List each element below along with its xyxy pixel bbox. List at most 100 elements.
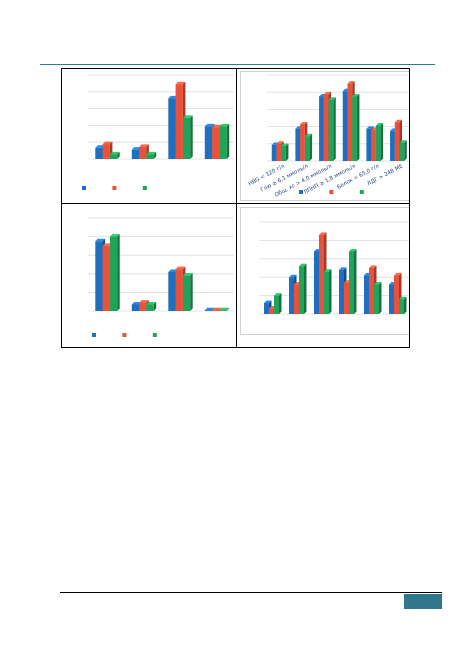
bar bbox=[352, 96, 357, 161]
chart-panel-1 bbox=[62, 69, 236, 203]
bar bbox=[95, 147, 103, 159]
bar bbox=[168, 271, 176, 311]
bar bbox=[212, 310, 220, 311]
chart-panel-2: HBG < 120 г/л Глю ≥ 6,1 ммоль/л Общ. хс > … bbox=[237, 69, 409, 203]
bar-side bbox=[356, 94, 360, 161]
bar bbox=[294, 284, 299, 314]
bar-side bbox=[279, 293, 282, 314]
frame-horizontal-divider bbox=[61, 203, 410, 204]
bar-top bbox=[146, 151, 157, 155]
bar bbox=[324, 271, 329, 314]
bar-top bbox=[300, 121, 308, 125]
bar-top bbox=[175, 266, 186, 270]
bar-side bbox=[117, 234, 120, 311]
bar-side bbox=[380, 123, 384, 161]
bar bbox=[366, 128, 372, 161]
bar bbox=[289, 277, 294, 314]
bar-top bbox=[352, 94, 360, 97]
bar bbox=[314, 251, 319, 314]
bar-side bbox=[117, 151, 120, 159]
bar bbox=[295, 128, 301, 161]
bar bbox=[374, 284, 379, 314]
bar-side bbox=[404, 140, 407, 161]
legend-marker bbox=[152, 333, 157, 337]
bar-side bbox=[226, 307, 230, 311]
bar bbox=[146, 154, 154, 159]
bar bbox=[369, 268, 374, 314]
bar-top bbox=[323, 91, 332, 95]
bar bbox=[131, 304, 140, 311]
bar-top bbox=[328, 97, 336, 100]
bar-top bbox=[219, 307, 230, 311]
bar bbox=[139, 146, 147, 159]
legend-marker bbox=[92, 333, 96, 337]
legend-marker bbox=[142, 186, 147, 190]
chart-2-border bbox=[240, 71, 409, 201]
bar-side bbox=[153, 301, 157, 311]
bar-top bbox=[219, 123, 230, 127]
figure-frame bbox=[61, 68, 410, 348]
bar bbox=[219, 126, 227, 159]
bar bbox=[146, 304, 154, 311]
bar-top bbox=[276, 141, 284, 144]
bar-side bbox=[354, 248, 357, 314]
bar bbox=[102, 144, 110, 159]
chart-panel-3 bbox=[62, 204, 236, 347]
bar bbox=[274, 295, 279, 314]
bar bbox=[300, 124, 305, 161]
bar-top bbox=[109, 151, 120, 155]
legend-marker bbox=[359, 190, 364, 194]
bar-top bbox=[399, 140, 407, 143]
bar bbox=[281, 145, 286, 161]
bar bbox=[339, 269, 344, 314]
header-rule bbox=[40, 64, 435, 65]
bar-top bbox=[324, 269, 332, 272]
bar bbox=[375, 125, 381, 161]
bar bbox=[212, 127, 220, 159]
bar-top bbox=[95, 238, 106, 242]
bar-top bbox=[339, 267, 347, 270]
bar-top bbox=[139, 144, 149, 147]
bar bbox=[319, 96, 324, 161]
bar-top bbox=[366, 126, 374, 129]
bar bbox=[304, 136, 310, 161]
bar bbox=[182, 275, 191, 311]
bar-top bbox=[394, 119, 403, 123]
chart-1-svg bbox=[82, 74, 234, 190]
bar bbox=[102, 245, 110, 311]
bar-top bbox=[281, 143, 289, 146]
bar-top bbox=[289, 274, 297, 278]
bar bbox=[319, 234, 324, 314]
bar-side bbox=[379, 282, 382, 314]
bar bbox=[399, 142, 405, 161]
bar bbox=[204, 126, 213, 159]
page-number-badge bbox=[404, 594, 442, 609]
bar bbox=[175, 84, 183, 159]
bar-side bbox=[329, 269, 332, 314]
bar bbox=[323, 94, 329, 161]
bar-top bbox=[139, 300, 149, 303]
bar bbox=[264, 302, 269, 314]
bar-top bbox=[369, 265, 377, 268]
bar-top bbox=[274, 293, 282, 296]
bar-top bbox=[319, 232, 327, 235]
bar-top bbox=[204, 307, 215, 311]
chart-4-border bbox=[240, 207, 409, 335]
frame-vertical-divider bbox=[236, 68, 237, 348]
bar bbox=[204, 310, 213, 311]
bar bbox=[344, 282, 349, 314]
bar bbox=[349, 251, 354, 314]
bar-top bbox=[175, 81, 186, 85]
bar bbox=[328, 99, 334, 161]
bar bbox=[269, 308, 274, 314]
bar bbox=[299, 266, 304, 314]
legend-marker bbox=[329, 190, 334, 194]
bar-top bbox=[204, 123, 215, 127]
bar bbox=[95, 241, 103, 311]
bar-top bbox=[271, 142, 279, 145]
bar bbox=[347, 83, 353, 161]
bar-top bbox=[304, 133, 313, 137]
bar-top bbox=[374, 282, 382, 285]
bar bbox=[175, 269, 183, 311]
